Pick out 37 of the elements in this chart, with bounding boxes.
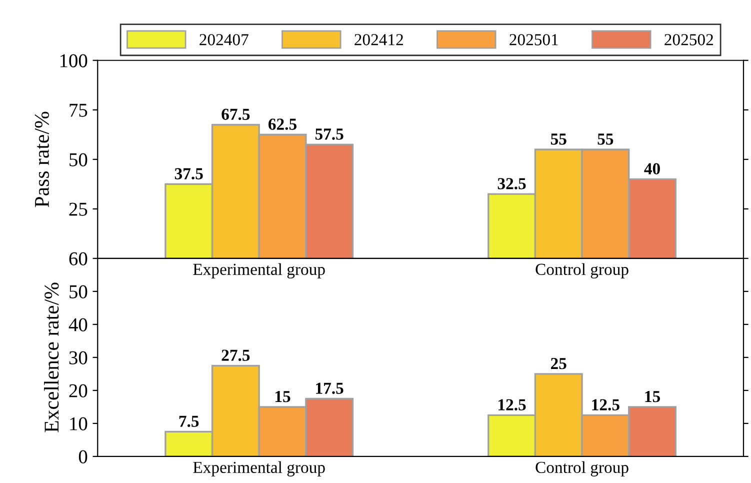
data-label: 40 (644, 163, 660, 174)
x-tick-label: Experimental group (193, 263, 325, 278)
data-label: 15 (645, 390, 660, 402)
y-axis-title: Pass rate/% (34, 112, 50, 208)
data-label: 7.5 (179, 416, 199, 427)
data-label: 67.5 (222, 108, 250, 120)
y-tick-label: 10 (70, 417, 88, 430)
data-label: 62.5 (268, 118, 296, 130)
x-tick-label: Control group (536, 461, 628, 476)
y-tick-label: 50 (70, 153, 88, 166)
y-tick-label: 50 (70, 285, 88, 298)
data-label: 12.5 (592, 399, 620, 410)
legend-label: 202501 (510, 34, 558, 46)
legend-label: 202407 (200, 34, 248, 46)
legend-label: 202412 (354, 34, 403, 46)
data-label: 32.5 (498, 178, 526, 190)
data-label: 55 (598, 134, 614, 145)
y-tick-label: 40 (68, 318, 88, 332)
y-tick-label: 20 (69, 384, 88, 398)
y-tick-label: 30 (69, 351, 88, 364)
y-tick-label: 25 (69, 202, 88, 216)
data-label: 15 (276, 390, 290, 402)
data-label: 25 (550, 358, 566, 370)
data-label: 57.5 (315, 128, 344, 140)
x-tick-label: Experimental group (193, 461, 325, 476)
data-label: 17.5 (316, 382, 344, 394)
y-tick-label: 100 (60, 54, 88, 68)
y-axis-title: Excellence rate/% (44, 282, 59, 432)
data-label: 27.5 (222, 350, 250, 361)
x-tick-label: Control group (536, 263, 628, 278)
legend-label: 202502 (664, 34, 713, 46)
y-tick-label: 75 (70, 104, 88, 117)
y-tick-label: 60 (69, 252, 88, 266)
data-label: 12.5 (498, 399, 526, 410)
data-label: 55 (550, 134, 566, 145)
y-tick-label: 0 (78, 450, 88, 464)
data-label: 37.5 (174, 168, 203, 180)
